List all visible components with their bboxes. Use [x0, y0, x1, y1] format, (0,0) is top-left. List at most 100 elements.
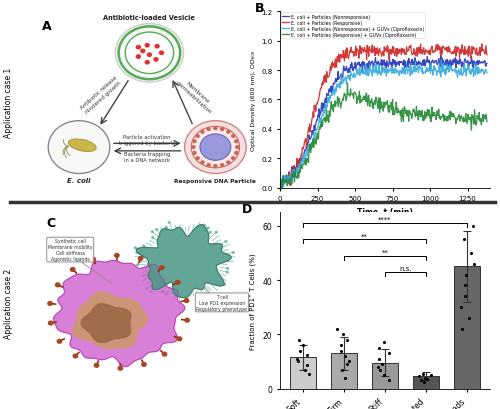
Ellipse shape — [68, 139, 96, 152]
Line: E. coli + Particles (Responsive): E. coli + Particles (Responsive) — [280, 45, 487, 188]
Circle shape — [151, 231, 154, 233]
Circle shape — [178, 337, 182, 341]
Circle shape — [94, 364, 99, 367]
Text: D: D — [242, 202, 252, 215]
E. coli + Particles (Nonresponsive) + GUVs (Ciprofloxacin) — [484, 71, 490, 76]
Circle shape — [48, 302, 52, 306]
Circle shape — [193, 152, 196, 155]
Circle shape — [142, 363, 146, 366]
Text: B: B — [255, 2, 264, 15]
Polygon shape — [73, 292, 147, 348]
Point — [343, 361, 351, 367]
Point — [458, 326, 466, 332]
Point — [338, 366, 346, 373]
Point — [374, 364, 382, 370]
Point — [415, 373, 423, 380]
E. coli + Particles (Responsive) — [345, 56, 351, 61]
Circle shape — [226, 268, 229, 270]
Circle shape — [91, 258, 96, 261]
Text: Application case 1: Application case 1 — [4, 67, 14, 137]
Circle shape — [125, 33, 174, 74]
E. coli + Particles (Responsive) + GUVs (Ciprofloxacin) — [484, 120, 490, 125]
Point — [374, 355, 382, 362]
Circle shape — [118, 366, 122, 370]
E. coli + Particles (Responsive) + GUVs (Ciprofloxacin) — [279, 186, 285, 191]
Text: Particle activation
triggered by bacteria: Particle activation triggered by bacteri… — [119, 135, 176, 146]
Circle shape — [200, 135, 231, 161]
Point — [295, 337, 303, 343]
Text: Synthetic cell
Membrane mobility
Cell stiffness
Agonistic ligands: Synthetic cell Membrane mobility Cell st… — [48, 239, 92, 261]
E. coli + Particles (Nonresponsive) + GUVs (Ciprofloxacin) — [426, 68, 432, 73]
Point — [458, 304, 466, 311]
Circle shape — [155, 45, 159, 49]
Circle shape — [168, 222, 170, 224]
Y-axis label: Fraction of PD1⁺ T Cells (%): Fraction of PD1⁺ T Cells (%) — [250, 252, 257, 349]
Circle shape — [215, 232, 218, 234]
E. coli + Particles (Nonresponsive) — [438, 54, 444, 59]
Circle shape — [207, 293, 209, 295]
Point — [384, 377, 392, 384]
Text: ****: **** — [378, 217, 392, 222]
E. coli + Particles (Nonresponsive) + GUVs (Ciprofloxacin) — [277, 185, 283, 190]
E. coli + Particles (Responsive) + GUVs (Ciprofloxacin) — [428, 113, 434, 118]
Point — [305, 371, 313, 377]
Circle shape — [134, 247, 136, 249]
Text: Membrane
permeabilization: Membrane permeabilization — [175, 76, 216, 115]
Circle shape — [225, 241, 227, 243]
Circle shape — [201, 162, 204, 164]
Circle shape — [166, 293, 168, 295]
Text: Bacteria trapping
in a DNA network: Bacteria trapping in a DNA network — [124, 152, 170, 162]
Circle shape — [207, 164, 210, 167]
E. coli + Particles (Responsive) — [278, 186, 284, 191]
Circle shape — [150, 291, 152, 292]
E. coli + Particles (Nonresponsive) — [360, 71, 366, 76]
Circle shape — [235, 152, 238, 155]
Point — [466, 250, 474, 256]
Circle shape — [220, 128, 224, 131]
Point — [302, 362, 310, 369]
X-axis label: Time, t (min): Time, t (min) — [357, 207, 413, 216]
Circle shape — [70, 268, 75, 272]
Point — [417, 377, 425, 384]
Circle shape — [184, 121, 246, 174]
Circle shape — [138, 257, 143, 261]
Circle shape — [224, 284, 226, 286]
Circle shape — [226, 272, 228, 274]
E. coli + Particles (Responsive) + GUVs (Ciprofloxacin) — [277, 185, 283, 190]
Point — [296, 347, 304, 354]
Circle shape — [154, 58, 158, 62]
Circle shape — [145, 45, 149, 48]
Circle shape — [136, 252, 138, 254]
Point — [337, 347, 345, 354]
Circle shape — [152, 237, 154, 239]
Point — [380, 372, 388, 378]
Circle shape — [48, 321, 53, 325]
Circle shape — [193, 141, 196, 143]
Point — [380, 339, 388, 346]
Circle shape — [156, 229, 158, 231]
Legend: E. coli + Particles (Nonresponsive), E. coli + Particles (Responsive), E. coli +: E. coli + Particles (Nonresponsive), E. … — [281, 13, 425, 39]
Point — [418, 371, 426, 377]
Circle shape — [196, 157, 199, 160]
E. coli + Particles (Nonresponsive) — [278, 184, 284, 189]
Circle shape — [162, 353, 166, 356]
Circle shape — [227, 131, 230, 134]
Circle shape — [141, 50, 145, 54]
Point — [294, 358, 302, 365]
Line: E. coli + Particles (Responsive) + GUVs (Ciprofloxacin): E. coli + Particles (Responsive) + GUVs … — [280, 84, 487, 188]
E. coli + Particles (Responsive) — [479, 42, 485, 47]
E. coli + Particles (Nonresponsive) + GUVs (Ciprofloxacin) — [407, 74, 413, 79]
Point — [420, 378, 428, 385]
Circle shape — [191, 127, 240, 169]
Circle shape — [176, 281, 180, 285]
Point — [460, 236, 468, 243]
Circle shape — [207, 227, 209, 229]
Circle shape — [203, 225, 205, 227]
Circle shape — [232, 252, 234, 254]
E. coli + Particles (Nonresponsive) — [277, 177, 283, 182]
E. coli + Particles (Responsive) — [277, 179, 283, 184]
Circle shape — [58, 339, 62, 343]
Line: E. coli + Particles (Nonresponsive) + GUVs (Ciprofloxacin): E. coli + Particles (Nonresponsive) + GU… — [280, 61, 487, 187]
Text: **: ** — [361, 233, 368, 239]
Polygon shape — [136, 225, 231, 298]
